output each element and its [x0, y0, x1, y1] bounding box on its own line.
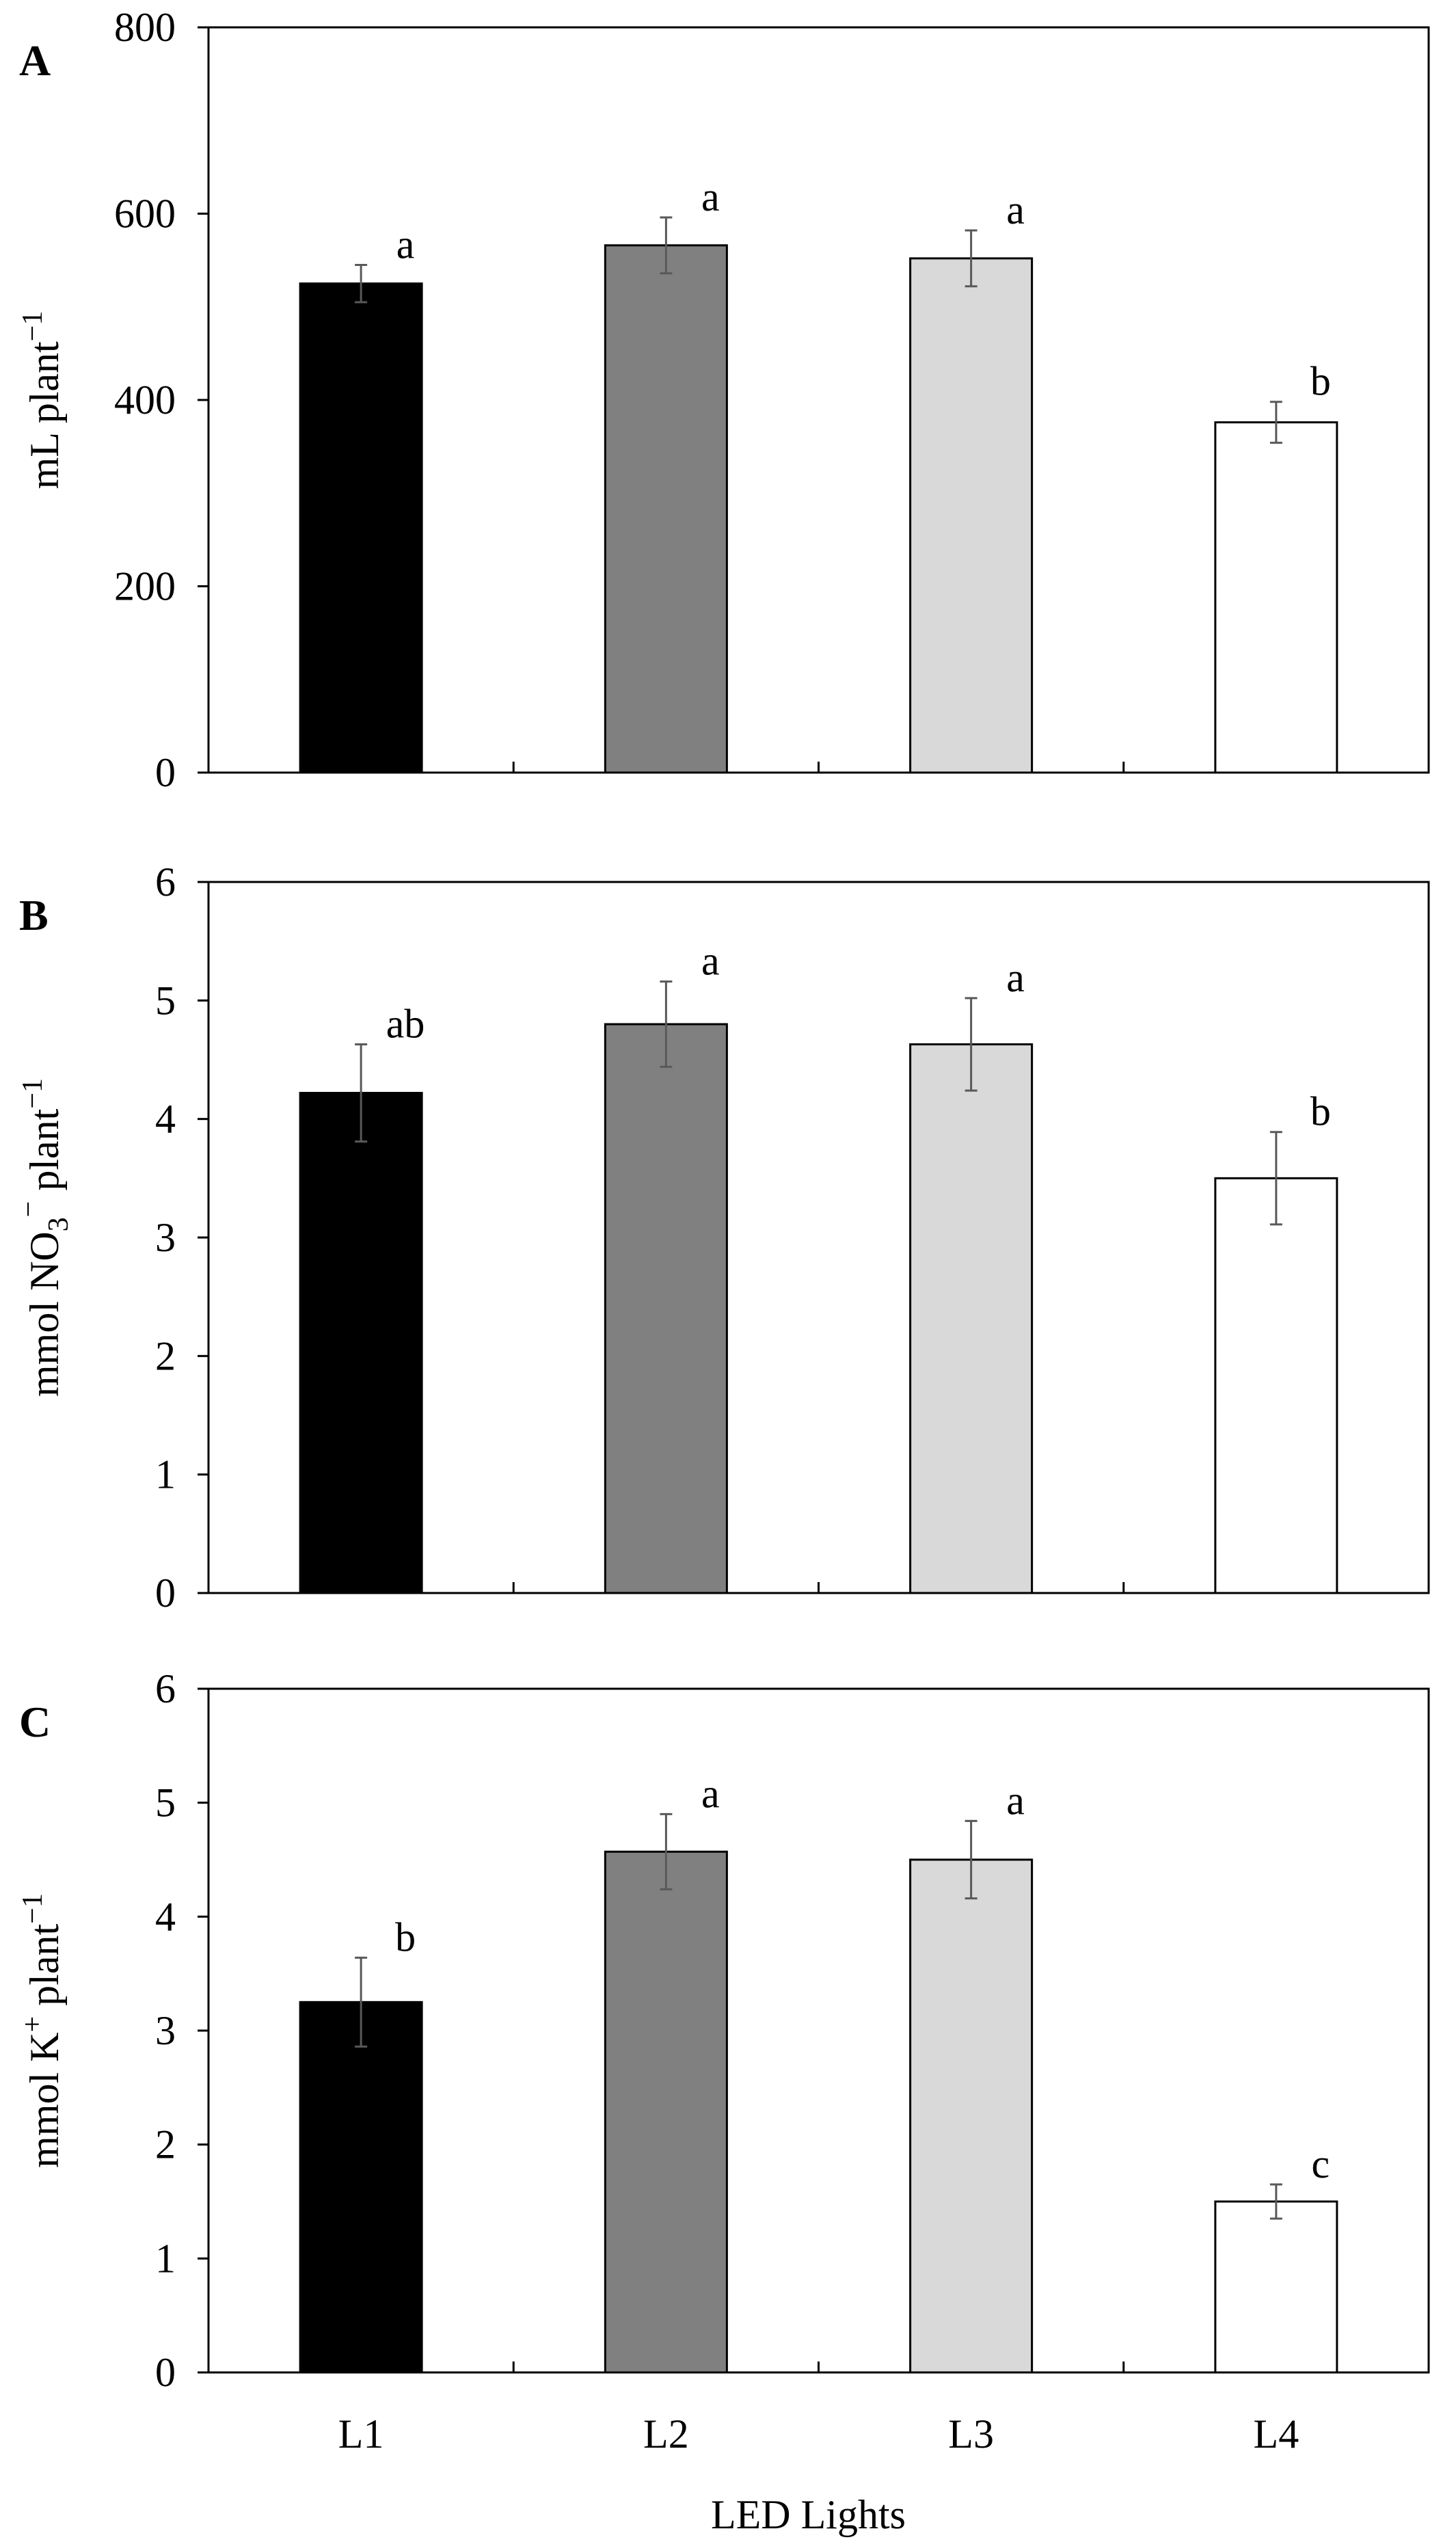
y-axis-label-exponent: −1 [17, 311, 49, 342]
y-axis-label-subscript: 3 [43, 1217, 75, 1231]
y-axis-label-main: mmol K [22, 2033, 67, 2168]
y-tick-label: 3 [155, 1215, 176, 1260]
y-tick-label: 3 [155, 2008, 176, 2053]
y-axis-label: mmol K+ plant−1 [17, 1893, 67, 2168]
y-tick-label: 0 [155, 750, 176, 795]
bar-a-l2 [604, 244, 728, 774]
panel-label: C [19, 1698, 51, 1746]
bar-c-l4 [1214, 2200, 1338, 2374]
y-tick-label: 600 [114, 191, 176, 237]
significance-letter: b [395, 1914, 416, 1959]
significance-letter: c [1312, 2141, 1330, 2186]
significance-letter: a [1006, 1778, 1025, 1823]
significance-letter: a [701, 939, 720, 984]
bar-b-l1 [299, 1092, 423, 1594]
y-tick-label: 400 [114, 377, 176, 423]
bar-b-l2 [604, 1023, 728, 1594]
y-tick-label: 2 [155, 1333, 176, 1378]
y-axis-label-main: mmol NO [22, 1231, 67, 1397]
x-tick-label: L2 [643, 2411, 689, 2457]
y-axis-label-exponent: −1 [17, 1078, 49, 1109]
significance-letter: a [701, 174, 720, 219]
significance-letter: a [701, 1771, 720, 1816]
significance-letter: b [1310, 1089, 1331, 1134]
bar-a-l1 [299, 282, 423, 774]
bar-b-l3 [909, 1043, 1034, 1594]
significance-letter: a [1006, 955, 1025, 1000]
y-axis-label-superscript: − [13, 1201, 44, 1218]
y-tick-label: 6 [155, 1666, 176, 1711]
significance-letter: a [396, 222, 415, 267]
significance-letter: b [1310, 359, 1331, 404]
bar-c-l2 [604, 1850, 728, 2374]
panel-label: B [19, 891, 49, 939]
bar-c-l1 [299, 2001, 423, 2374]
y-tick-label: 6 [155, 859, 176, 905]
y-axis-label: mmol NO3− plant−1 [13, 1078, 75, 1397]
y-tick-label: 5 [155, 1780, 176, 1825]
y-tick-label: 1 [155, 1452, 176, 1497]
y-axis-label-tail: plant [22, 1924, 67, 2016]
y-tick-label: 0 [155, 2350, 176, 2395]
significance-letter: a [1006, 187, 1025, 232]
bar-a-l4 [1214, 421, 1338, 774]
y-tick-label: 4 [155, 1894, 176, 1939]
y-tick-label: 5 [155, 978, 176, 1023]
bar-a-l3 [909, 257, 1034, 774]
x-tick-label: L1 [338, 2411, 384, 2457]
x-tick-label: L3 [948, 2411, 994, 2457]
bar-c-l3 [909, 1858, 1034, 2374]
y-axis-label-exponent: −1 [17, 1893, 49, 1924]
y-axis-label-superscript: + [17, 2016, 49, 2033]
x-tick-label: L4 [1254, 2411, 1299, 2457]
y-tick-label: 0 [155, 1570, 176, 1616]
y-axis-label-tail: plant [22, 1108, 67, 1201]
y-axis-label: mL plant−1 [17, 311, 67, 490]
y-tick-label: 1 [155, 2236, 176, 2281]
y-tick-label: 800 [114, 5, 176, 50]
y-axis-label-main: mL plant [22, 341, 67, 489]
significance-letter: ab [386, 1001, 425, 1046]
x-axis-label: LED Lights [711, 2492, 906, 2537]
panel-label: A [19, 36, 51, 85]
y-tick-label: 4 [155, 1097, 176, 1142]
y-tick-label: 200 [114, 564, 176, 609]
bar-b-l4 [1214, 1177, 1338, 1594]
y-tick-label: 2 [155, 2122, 176, 2167]
